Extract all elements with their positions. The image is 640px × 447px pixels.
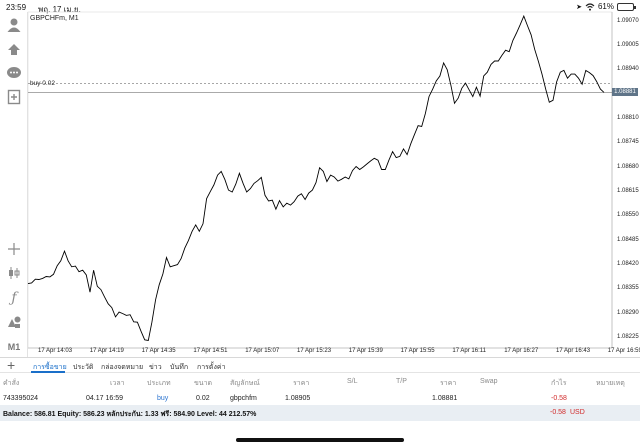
header-symbol: สัญลักษณ์ — [230, 380, 260, 387]
battery-percent: 61% — [597, 2, 614, 11]
cell-open-price: 1.08905 — [285, 395, 311, 402]
price-tick-label: 1.08680 — [617, 163, 639, 170]
header-type: ประเภท — [147, 380, 171, 387]
header-open-price: ราคา — [293, 380, 310, 387]
tab-settings[interactable]: การตั้งค่า — [197, 364, 226, 371]
price-tick-label: 1.08615 — [617, 187, 639, 194]
cell-order: 743395024 — [3, 395, 39, 402]
add-icon[interactable]: + — [7, 357, 16, 373]
chart-symbol-title: GBPCHFm, M1 — [30, 15, 79, 22]
header-stop-loss: S/L — [347, 378, 358, 385]
battery-icon — [617, 2, 636, 11]
share-icon[interactable] — [5, 40, 23, 58]
account-currency: USD — [570, 409, 585, 416]
cell-current-price: 1.08881 — [432, 395, 458, 402]
wifi-icon — [585, 2, 595, 11]
header-comment: หมายเหตุ — [596, 380, 625, 387]
order-line-label[interactable]: buy 0.02 — [30, 80, 55, 87]
time-tick-label: 17 Apr 14:51 — [193, 348, 228, 354]
time-tick-label: 17 Apr 14:03 — [38, 348, 73, 354]
price-chart[interactable] — [0, 0, 640, 360]
header-take-profit: T/P — [396, 378, 407, 385]
price-tick-label: 1.08940 — [617, 66, 639, 73]
price-tick-label: 1.08810 — [617, 115, 639, 121]
time-tick-label: 17 Apr 16:11 — [452, 348, 486, 354]
function-icon[interactable]: ƒ — [11, 290, 17, 306]
price-tick-label: 1.08355 — [617, 285, 639, 292]
header-order: คำสั่ง — [3, 380, 20, 387]
price-tick-label: 1.09005 — [617, 42, 639, 49]
active-tab-indicator — [31, 371, 65, 373]
left-toolbar: ƒ M1 — [0, 12, 28, 357]
header-profit: กำไร — [551, 380, 567, 387]
price-tick-label: 1.08420 — [617, 260, 639, 267]
tab-news[interactable]: ข่าว — [149, 364, 162, 371]
chat-icon[interactable] — [5, 64, 23, 82]
time-tick-label: 17 Apr 15:23 — [297, 348, 332, 354]
status-bar: 23:59 พฤ. 17 เม.ย. ➤ 61% — [0, 0, 640, 14]
price-tick-label: 1.08290 — [617, 309, 639, 316]
status-right: ➤ 61% — [576, 2, 636, 11]
time-tick-label: 17 Apr 14:19 — [89, 348, 124, 354]
status-time: 23:59 — [6, 3, 27, 12]
location-icon: ➤ — [576, 3, 582, 11]
tab-mailbox[interactable]: กล่องจดหมาย — [101, 364, 144, 371]
header-swap: Swap — [480, 378, 498, 385]
account-icon[interactable] — [5, 16, 23, 34]
time-tick-label: 17 Apr 15:07 — [245, 348, 280, 354]
header-current-price: ราคา — [440, 380, 457, 387]
time-tick-label: 17 Apr 16:59 — [607, 348, 640, 354]
price-series-line — [27, 14, 605, 342]
timeframe-button[interactable]: M1 — [7, 342, 21, 352]
cell-volume: 0.02 — [196, 395, 210, 402]
current-price-tag: 1.08881 — [612, 88, 638, 97]
price-tick-label: 1.08485 — [617, 236, 639, 243]
price-tick-label: 1.08745 — [617, 139, 639, 146]
bottom-tab-bar: + การซื้อขาย ประวัติ กล่องจดหมาย ข่าว บั… — [0, 357, 640, 373]
chart-border — [27, 11, 613, 349]
cell-type: buy — [157, 395, 169, 402]
cell-profit: -0.58 — [551, 395, 567, 402]
cell-symbol: gbpchfm — [230, 395, 257, 402]
header-time: เวลา — [110, 380, 125, 387]
time-tick-label: 17 Apr 15:39 — [348, 348, 383, 354]
time-tick-label: 17 Apr 15:55 — [400, 348, 435, 354]
price-tick-label: 1.08225 — [617, 333, 639, 340]
crosshair-icon[interactable] — [5, 240, 23, 258]
time-tick-label: 17 Apr 16:43 — [556, 348, 591, 354]
home-indicator[interactable] — [236, 438, 404, 442]
price-tick-label: 1.09070 — [617, 17, 639, 24]
header-volume: ขนาด — [194, 380, 213, 387]
add-document-icon[interactable] — [5, 88, 23, 106]
objects-icon[interactable] — [5, 313, 23, 331]
candlestick-icon[interactable] — [5, 264, 23, 282]
price-tick-label: 1.08550 — [617, 212, 639, 219]
account-summary: Balance: 586.81 Equity: 586.23 หลักประกั… — [3, 411, 257, 418]
cell-time: 04.17 16:59 — [86, 395, 123, 402]
time-tick-label: 17 Apr 14:35 — [141, 348, 176, 354]
tab-history[interactable]: ประวัติ — [73, 364, 94, 371]
total-profit: -0.58 — [550, 409, 566, 416]
status-date: พฤ. 17 เม.ย. — [38, 5, 81, 14]
tab-trade[interactable]: การซื้อขาย — [33, 364, 67, 371]
tab-journal[interactable]: บันทึก — [170, 364, 189, 371]
account-summary-bar: Balance: 586.81 Equity: 586.23 หลักประกั… — [0, 405, 640, 421]
time-tick-label: 17 Apr 16:27 — [504, 348, 539, 354]
